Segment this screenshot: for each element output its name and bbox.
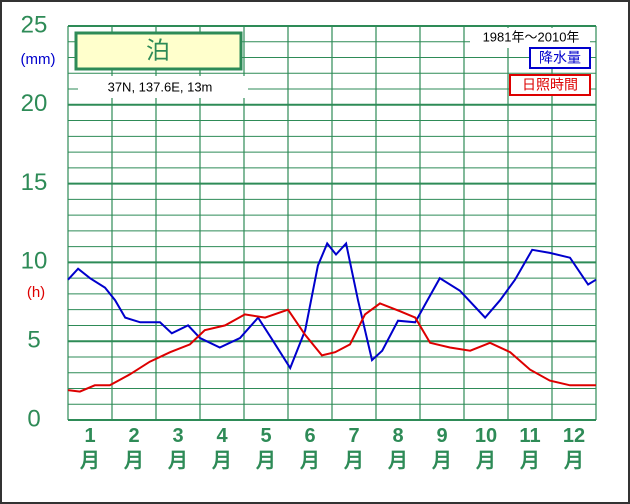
- y-tick-label: 20: [21, 90, 48, 117]
- period: 1981年〜2010年: [483, 29, 580, 44]
- y-tick-label: 0: [27, 405, 40, 432]
- location: 37N, 137.6E, 13m: [108, 79, 213, 94]
- legend-box: [529, 47, 591, 69]
- location-bg: [78, 76, 248, 98]
- y-tick-label: 10: [21, 248, 48, 275]
- legend-box: [509, 74, 591, 96]
- y-tick-label: 25: [21, 11, 48, 38]
- series-line: [67, 241, 597, 371]
- y-unit-mm: (mm): [21, 51, 56, 68]
- y-tick-label: 15: [21, 169, 48, 196]
- period-bg: [470, 28, 590, 48]
- legend-label: 降水量: [539, 50, 581, 66]
- marks: [67, 241, 597, 393]
- chart-title: 泊: [146, 37, 170, 64]
- series-line: [67, 302, 596, 393]
- y-tick-label: 5: [27, 327, 40, 354]
- x-tick-label: 12 月: [563, 425, 585, 472]
- title-box: [74, 31, 243, 71]
- x-tick-label: 10 月: [475, 425, 497, 472]
- x-tick-label: 11 月: [519, 425, 541, 472]
- legend-label: 日照時間: [522, 77, 578, 93]
- y-unit-h: (h): [27, 284, 45, 301]
